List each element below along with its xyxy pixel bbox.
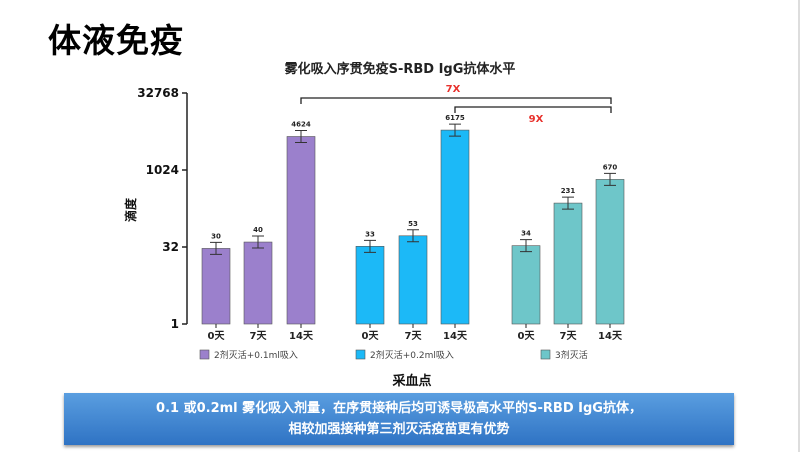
slide-border xyxy=(798,0,800,452)
y-tick-label: 1 xyxy=(171,317,179,331)
bar xyxy=(355,246,385,325)
error-bar xyxy=(562,196,574,210)
data-label: 231 xyxy=(561,187,576,195)
conclusion-banner: 0.1 或0.2ml 雾化吸入剂量，在序贯接种后均可诱导极高水平的S-RBD I… xyxy=(64,393,734,445)
data-label: 33 xyxy=(365,230,375,238)
bar xyxy=(511,245,541,325)
comparison-bracket xyxy=(300,97,612,104)
comparison-bracket xyxy=(454,106,612,113)
y-tick-label: 1024 xyxy=(146,163,179,177)
bar xyxy=(553,202,583,325)
legend-swatch xyxy=(540,349,551,360)
error-bar xyxy=(364,239,376,253)
data-label: 53 xyxy=(408,220,418,228)
x-tick-label: 0天 xyxy=(208,330,226,342)
data-label: 670 xyxy=(603,163,618,171)
banner-line-1: 0.1 或0.2ml 雾化吸入剂量，在序贯接种后均可诱导极高水平的S-RBD I… xyxy=(156,401,642,416)
chart-title: 雾化吸入序贯免疫S-RBD IgG抗体水平 xyxy=(284,61,516,77)
error-bar xyxy=(210,241,222,255)
y-tick-label: 32 xyxy=(162,240,179,254)
bar xyxy=(398,235,428,325)
x-axis-label: 采血点 xyxy=(391,373,431,389)
legend-swatch xyxy=(199,349,210,360)
fold-change-label: 9X xyxy=(529,114,544,125)
fold-change-label: 7X xyxy=(446,84,461,95)
data-label: 30 xyxy=(211,232,221,240)
data-label: 40 xyxy=(253,226,263,234)
banner-line-2: 相较加强接种第三剂灭活疫苗更有优势 xyxy=(288,422,510,437)
error-bar xyxy=(604,172,616,186)
y-axis-label: 滴度 xyxy=(123,197,138,222)
x-tick-label: 14天 xyxy=(443,330,468,342)
data-label: 4624 xyxy=(291,121,311,129)
data-label: 34 xyxy=(521,230,531,238)
error-bar xyxy=(449,123,461,137)
y-tick-label: 32768 xyxy=(137,86,179,100)
x-tick-label: 7天 xyxy=(405,330,423,342)
bar xyxy=(286,136,316,325)
x-tick-label: 0天 xyxy=(518,330,536,342)
legend-label: 2剂灭活+0.1ml吸入 xyxy=(214,349,298,361)
page-title: 体液免疫 xyxy=(48,21,184,60)
x-tick-label: 0天 xyxy=(362,330,380,342)
chart: 雾化吸入序贯免疫S-RBD IgG抗体水平 1 32 1024 32768 滴度 30 0天 4… xyxy=(123,61,625,389)
legend-swatch xyxy=(355,349,366,360)
bar xyxy=(440,129,470,325)
legend-label: 3剂灭活 xyxy=(555,349,588,361)
x-tick-label: 7天 xyxy=(560,330,578,342)
bar xyxy=(243,241,273,325)
bar xyxy=(595,179,625,325)
bar xyxy=(201,248,231,325)
error-bar xyxy=(407,229,419,243)
x-tick-label: 14天 xyxy=(289,330,314,342)
error-bar xyxy=(295,130,307,144)
error-bar xyxy=(252,235,264,249)
legend-label: 2剂灭活+0.2ml吸入 xyxy=(370,349,454,361)
x-tick-label: 14天 xyxy=(598,330,623,342)
error-bar xyxy=(520,239,532,253)
x-tick-label: 7天 xyxy=(250,330,268,342)
data-label: 6175 xyxy=(445,114,465,122)
